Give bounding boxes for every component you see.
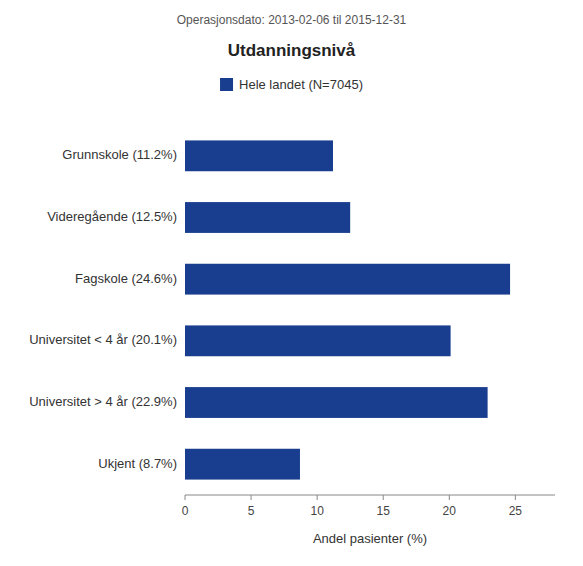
legend-item: Hele landet (N=7045) — [220, 77, 363, 92]
category-label: Universitet < 4 år (20.1%) — [29, 332, 177, 347]
bars — [185, 140, 510, 479]
bar — [185, 387, 488, 418]
x-tick — [251, 495, 252, 500]
x-tick — [449, 495, 450, 500]
legend-swatch — [220, 78, 233, 91]
x-tick — [383, 495, 384, 500]
bar — [185, 325, 451, 356]
category-label: Universitet > 4 år (22.9%) — [29, 394, 177, 409]
bar — [185, 449, 300, 480]
x-tick-label: 20 — [443, 504, 457, 518]
x-tick-label: 5 — [248, 504, 255, 518]
category-label: Videregående (12.5%) — [47, 209, 177, 224]
x-tick-label: 0 — [182, 504, 189, 518]
chart-container: Operasjonsdato: 2013-02-06 til 2015-12-3… — [0, 0, 583, 566]
x-axis-label: Andel pasienter (%) — [313, 531, 427, 546]
bar — [185, 140, 333, 171]
x-tick-label: 25 — [509, 504, 523, 518]
bar — [185, 264, 510, 295]
x-tick — [317, 495, 318, 500]
x-tick-label: 10 — [310, 504, 324, 518]
legend: Hele landet (N=7045) — [220, 77, 363, 92]
category-label: Grunnskole (11.2%) — [62, 147, 177, 162]
x-tick — [515, 495, 516, 500]
category-label: Ukjent (8.7%) — [98, 456, 177, 471]
chart: Operasjonsdato: 2013-02-06 til 2015-12-3… — [0, 0, 583, 566]
x-axis-line — [185, 495, 555, 496]
x-tick — [185, 495, 186, 500]
category-label: Fagskole (24.6%) — [75, 271, 177, 286]
subtitle: Operasjonsdato: 2013-02-06 til 2015-12-3… — [177, 13, 407, 27]
bar — [185, 202, 350, 233]
legend-label: Hele landet (N=7045) — [239, 77, 363, 92]
title: Utdanningsnivå — [228, 41, 356, 60]
x-tick-label: 15 — [377, 504, 391, 518]
